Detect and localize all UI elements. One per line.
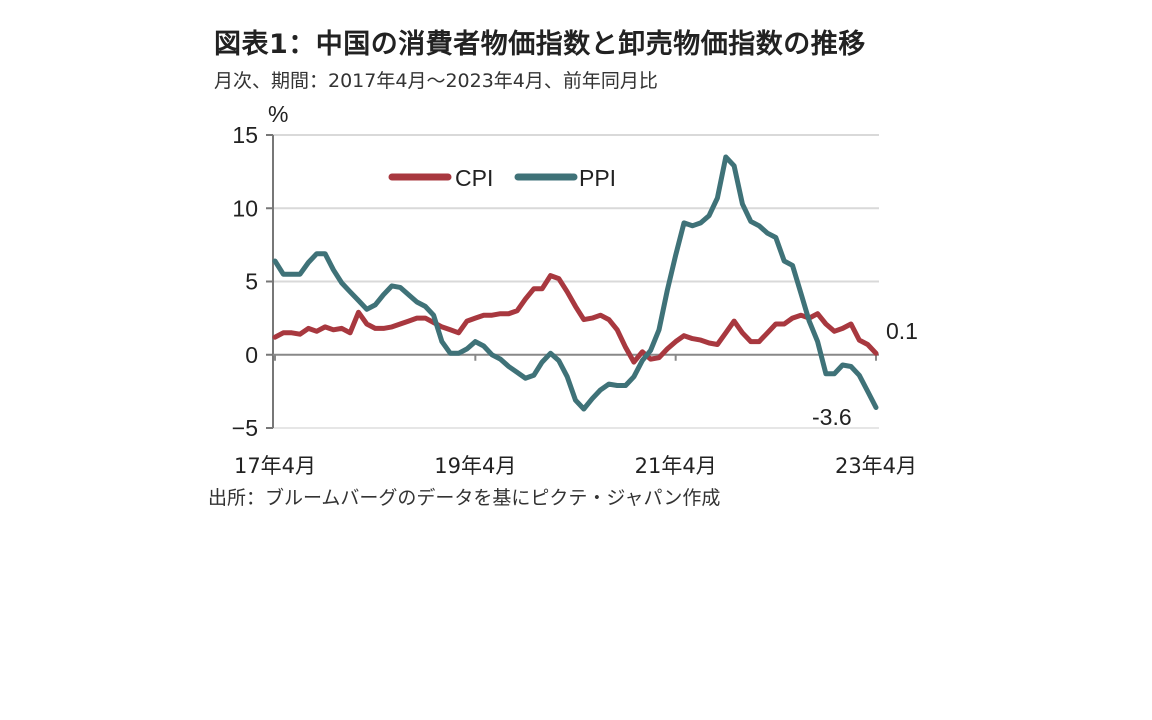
- x-tick-label: 23年4月: [835, 454, 917, 478]
- y-tick-label: −5: [232, 415, 258, 441]
- y-axis-unit: %: [268, 101, 288, 127]
- chart-title: 図表1：中国の消費者物価指数と卸売物価指数の推移: [214, 29, 866, 60]
- y-tick-label: 0: [245, 342, 258, 368]
- x-tick-label: 21年4月: [635, 454, 717, 478]
- ppi-end-label: -3.6: [812, 404, 852, 430]
- legend-label-ppi: PPI: [579, 165, 616, 191]
- legend: CPI PPI: [388, 165, 616, 191]
- series-line-cpi: [272, 273, 879, 365]
- y-tick-label: 15: [232, 122, 258, 148]
- cpi-end-label: 0.1: [886, 318, 918, 344]
- source-note: 出所：ブルームバーグのデータを基にピクテ・ジャパン作成: [208, 487, 721, 509]
- legend-label-cpi: CPI: [455, 165, 493, 191]
- series-line-ppi: [272, 154, 879, 412]
- y-tick-label: 5: [245, 269, 258, 295]
- x-tick-label: 19年4月: [434, 454, 516, 478]
- chart-subtitle: 月次、期間：2017年4月～2023年4月、前年同月比: [214, 70, 658, 92]
- y-tick-label: 10: [232, 195, 258, 221]
- x-tick-label: 17年4月: [234, 454, 316, 478]
